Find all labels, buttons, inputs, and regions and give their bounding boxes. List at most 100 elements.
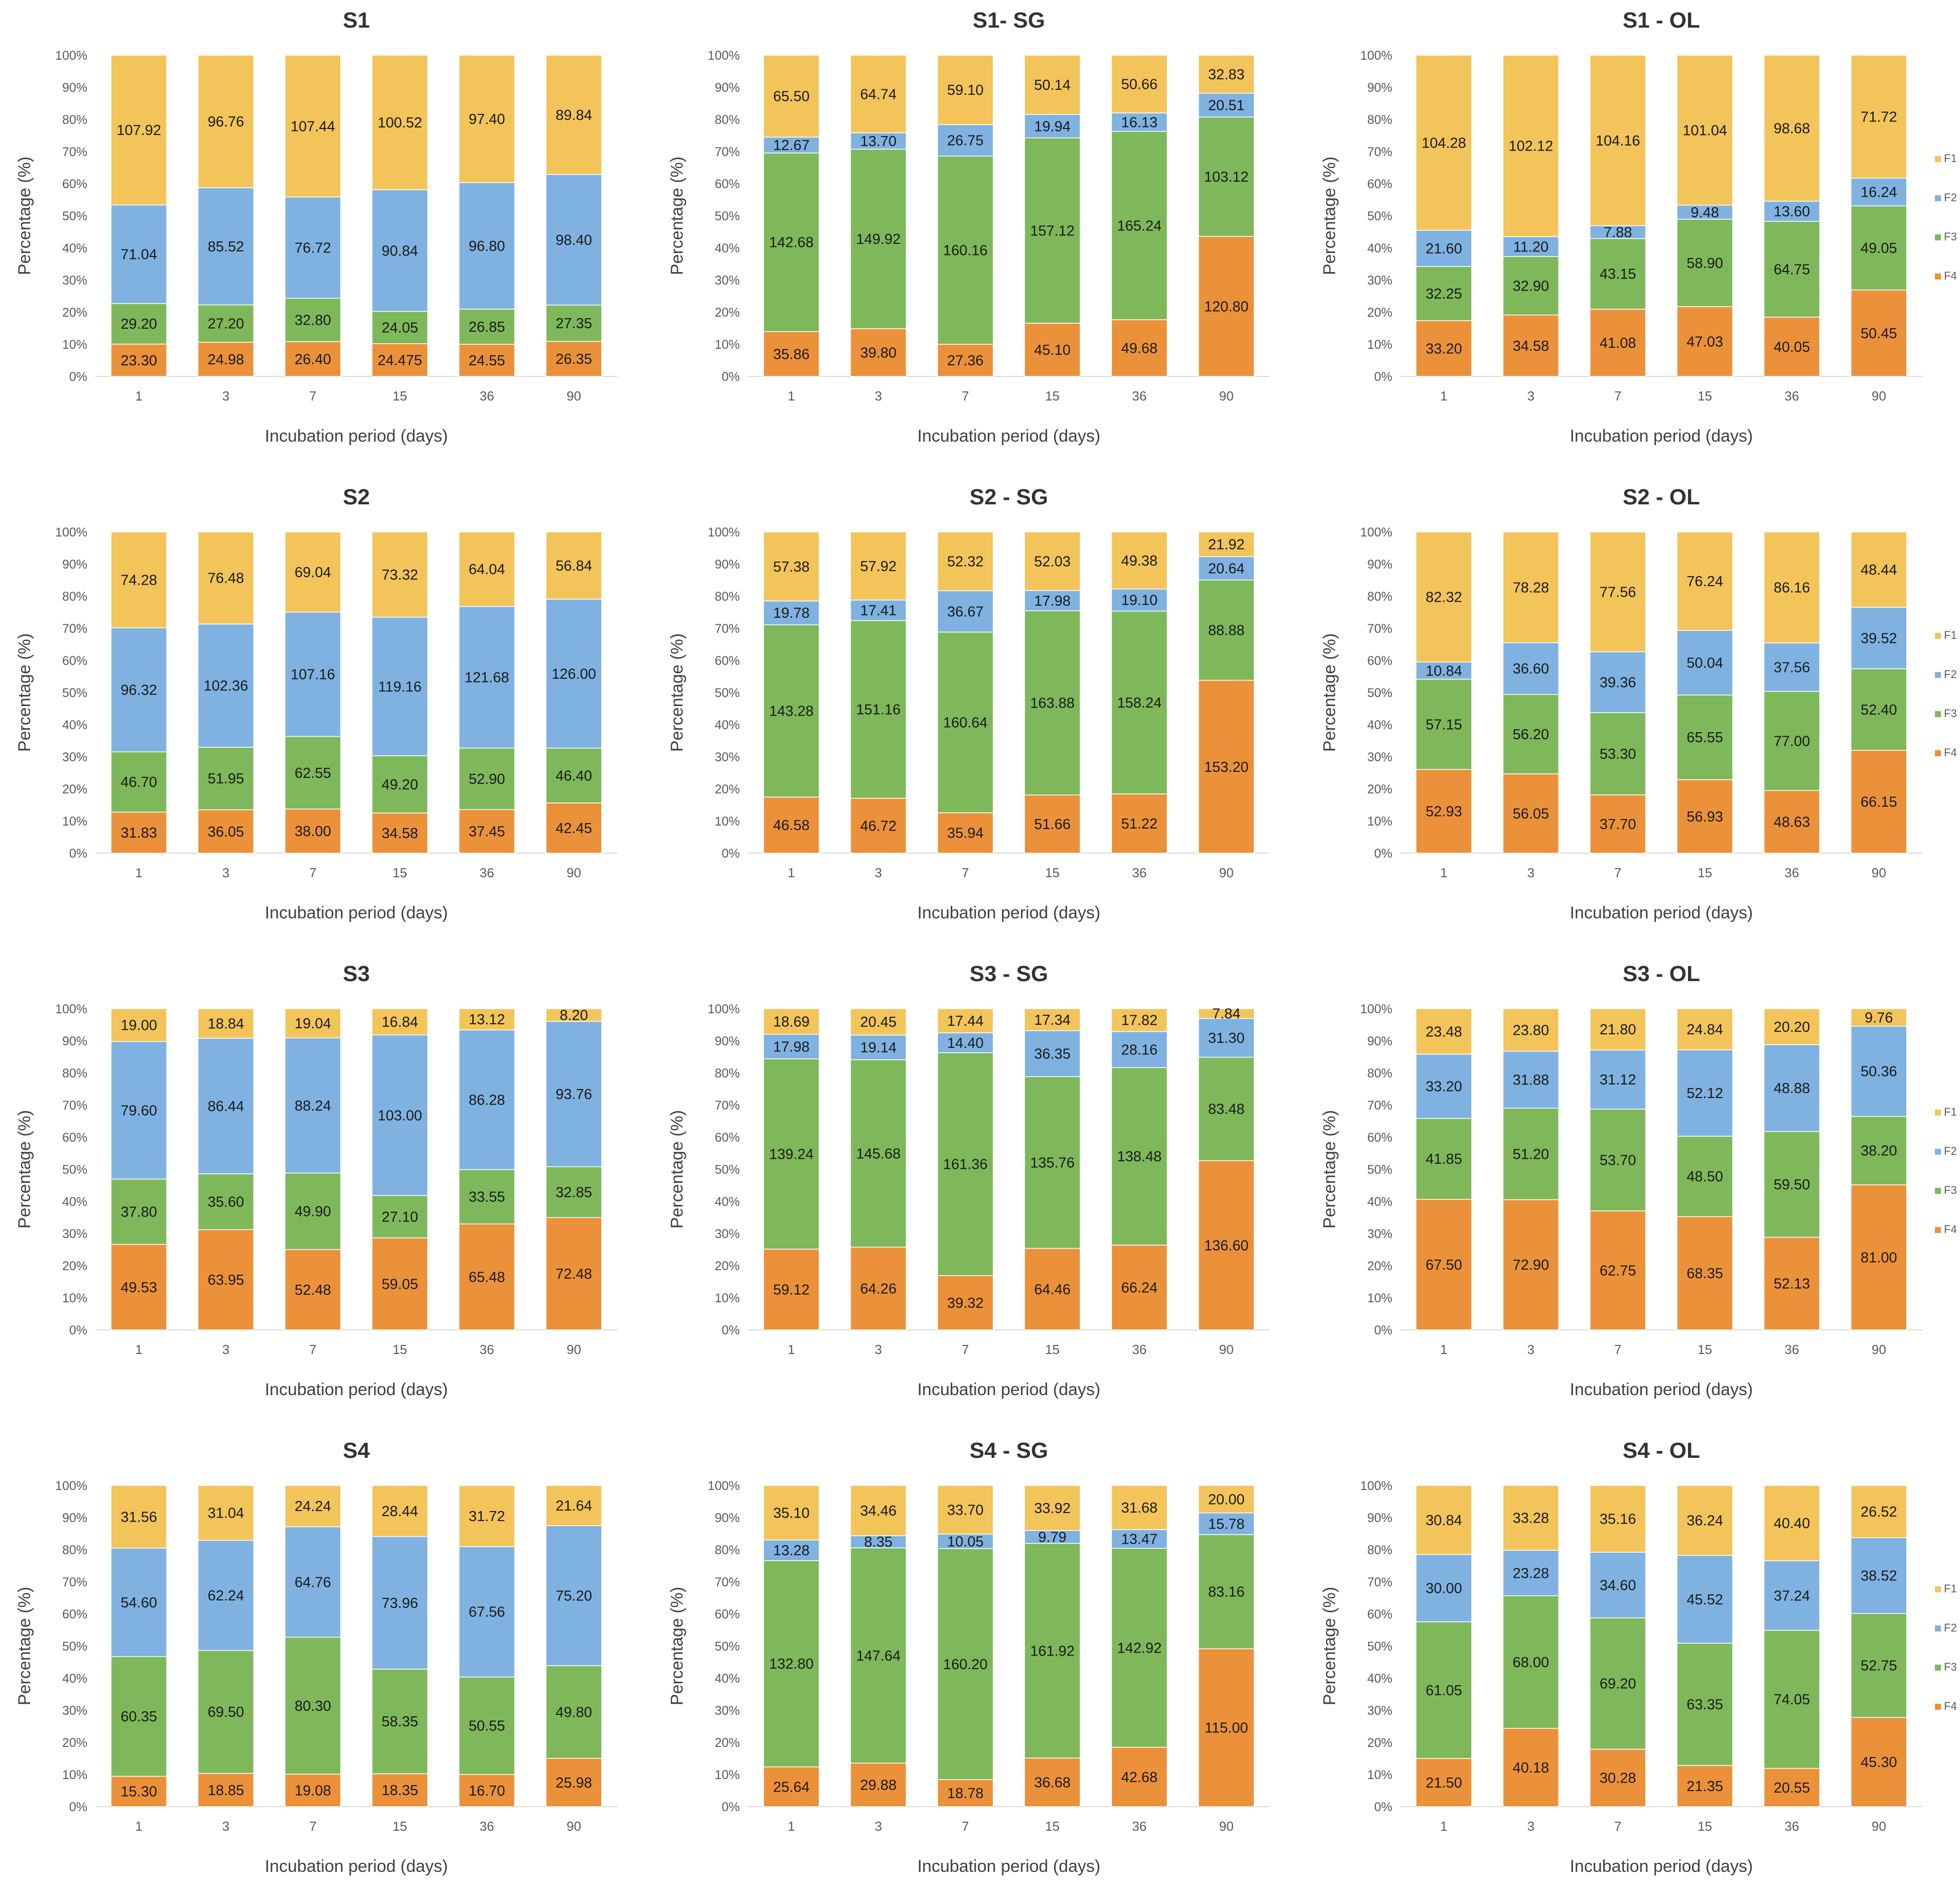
- data-label: 135.76: [1030, 1155, 1075, 1171]
- data-label: 58.35: [381, 1714, 418, 1730]
- data-label: 52.13: [1774, 1276, 1810, 1292]
- data-label: 66.24: [1121, 1280, 1158, 1296]
- data-label: 35.94: [947, 826, 984, 842]
- y-tick-label: 60%: [1367, 177, 1392, 191]
- y-tick-label: 30%: [1367, 1704, 1392, 1718]
- x-tick-label: 90: [1872, 865, 1886, 880]
- legend-label: F3: [1944, 707, 1957, 720]
- x-tick-label: 90: [567, 388, 581, 403]
- bar-segment-f3: [197, 1173, 254, 1230]
- bar-segment-f3: [458, 1169, 515, 1225]
- data-label: 52.40: [1861, 702, 1897, 718]
- legend-label: F2: [1944, 1621, 1957, 1634]
- data-label: 107.92: [116, 122, 161, 139]
- bar-segment-f4: [371, 1237, 428, 1330]
- x-tick-label: 7: [309, 1819, 316, 1834]
- y-tick-label: 30%: [1367, 1227, 1392, 1241]
- bar-segment-f2: [371, 1536, 428, 1670]
- data-label: 71.04: [120, 247, 157, 263]
- x-tick-label: 1: [1440, 1819, 1447, 1834]
- y-tick-label: 10%: [1367, 1291, 1392, 1305]
- data-label: 16.84: [381, 1014, 418, 1030]
- data-label: 102.36: [204, 678, 248, 694]
- data-label: 52.12: [1686, 1085, 1723, 1102]
- data-label: 72.90: [1513, 1257, 1549, 1273]
- y-tick-label: 60%: [1367, 1131, 1392, 1145]
- bar-segment-f4: [1198, 680, 1255, 854]
- data-label: 72.48: [556, 1266, 592, 1282]
- bar-segment-f2: [937, 590, 994, 633]
- chart-svg: S3 - SG 0% 10% 20% 30% 40% 50% 60% 70% 80% 90% 100%…: [668, 962, 1270, 1399]
- data-label: 35.86: [773, 346, 810, 362]
- data-label: 20.00: [1208, 1491, 1245, 1508]
- y-tick-label: 30%: [1367, 750, 1392, 764]
- data-label: 54.60: [120, 1595, 157, 1611]
- y-tick-label: 60%: [62, 177, 87, 191]
- bar-segment-f1: [110, 55, 167, 206]
- bar-segment-f1: [763, 531, 820, 602]
- bar-segment-f3: [458, 1676, 515, 1775]
- x-tick-label: 36: [1132, 388, 1147, 403]
- data-label: 62.24: [208, 1588, 244, 1604]
- data-label: 17.44: [947, 1013, 984, 1029]
- bar-segment-f4: [546, 341, 602, 377]
- data-label: 160.64: [943, 715, 988, 731]
- bar-segment-f4: [197, 1229, 254, 1330]
- y-tick-label: 0%: [69, 847, 87, 861]
- x-tick-label: 15: [1697, 388, 1712, 403]
- y-tick-label: 10%: [715, 814, 740, 829]
- x-tick-label: 7: [309, 865, 316, 880]
- x-tick-label: 3: [875, 388, 882, 403]
- bar-segment-f3: [1111, 130, 1168, 320]
- data-label: 107.44: [291, 118, 335, 134]
- bar-segment-f2: [285, 611, 341, 737]
- data-label: 20.64: [1208, 561, 1245, 577]
- x-tick-label: 36: [1785, 1819, 1799, 1834]
- bar-segment-f2: [850, 132, 907, 150]
- bar-segment-f4: [371, 812, 428, 854]
- data-label: 78.28: [1513, 580, 1549, 596]
- bar-segment-f1: [1198, 1008, 1255, 1019]
- y-tick-label: 20%: [1367, 306, 1392, 320]
- x-tick-label: 15: [1045, 865, 1060, 880]
- bar-segment-f4: [850, 1762, 907, 1807]
- y-tick-label: 20%: [715, 1259, 740, 1273]
- y-tick-label: 10%: [715, 1768, 740, 1782]
- bar-segment-f4: [458, 344, 515, 377]
- bar-segment-f4: [1415, 1758, 1472, 1807]
- y-axis-label: Percentage (%): [15, 633, 34, 752]
- bar-segment-f1: [1111, 531, 1168, 590]
- data-label: 21.50: [1425, 1775, 1462, 1791]
- data-label: 52.90: [469, 771, 505, 787]
- y-tick-label: 50%: [715, 686, 740, 700]
- bar-segment-f4: [1763, 317, 1820, 377]
- data-label: 98.40: [556, 232, 592, 248]
- data-label: 27.10: [381, 1209, 418, 1225]
- data-label: 147.64: [856, 1648, 901, 1664]
- data-label: 21.92: [1208, 537, 1245, 553]
- data-label: 19.08: [295, 1783, 331, 1799]
- data-label: 40.05: [1774, 339, 1810, 355]
- bar-segment-f4: [1502, 1728, 1559, 1807]
- x-tick-label: 3: [222, 1342, 229, 1357]
- chart-svg: S1 0% 10% 20% 30% 40% 50% 60% 70% 80% 90% 100% Perce…: [15, 8, 617, 446]
- data-label: 90.84: [381, 243, 418, 259]
- y-tick-label: 70%: [1367, 1575, 1392, 1589]
- data-label: 62.75: [1600, 1263, 1636, 1279]
- bar-segment-f3: [1024, 610, 1081, 795]
- bar-segment-f4: [1502, 1199, 1559, 1330]
- x-tick-label: 90: [1219, 388, 1234, 403]
- bar-segment-f4: [850, 797, 907, 854]
- data-label: 77.00: [1774, 733, 1810, 749]
- bar-segment-f4: [1024, 1248, 1081, 1330]
- x-axis-label: Incubation period (days): [918, 1857, 1101, 1876]
- y-tick-label: 0%: [69, 1323, 87, 1337]
- y-tick-label: 100%: [1360, 1002, 1392, 1016]
- data-label: 51.95: [208, 771, 244, 787]
- y-tick-label: 50%: [62, 686, 87, 700]
- bar-segment-f2: [371, 617, 428, 756]
- y-tick-label: 100%: [55, 1479, 87, 1493]
- data-label: 64.74: [860, 86, 897, 102]
- data-label: 65.55: [1686, 730, 1723, 746]
- bar-segment-f1: [850, 1008, 907, 1036]
